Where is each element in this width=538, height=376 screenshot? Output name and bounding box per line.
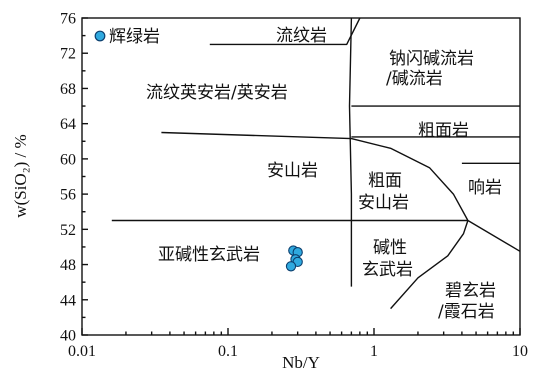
y-tick-label-56: 56 (60, 187, 76, 204)
field-label-rhyodacite-dacite: 流纹英安岩/英安岩 (146, 83, 288, 103)
x-tick-labels: 0.01 0.1 1 10 (68, 343, 528, 360)
field-label-trachyandesite-2: 安山岩 (358, 193, 409, 213)
y-tick-label-40: 40 (60, 328, 76, 345)
x-axis-title: Nb/Y (282, 353, 320, 372)
axis-ticks (81, 17, 521, 336)
field-label-comendite-1: 钠闪碱流岩 (389, 49, 474, 69)
field-label-basanite-1: 碧玄岩 (445, 281, 496, 301)
y-tick-label-64: 64 (60, 116, 76, 133)
x-tick-label-10: 10 (512, 343, 528, 360)
field-label-trachyte: 粗面岩 (418, 121, 469, 141)
field-label-trachyandesite-1: 粗面 (368, 171, 402, 191)
field-label-rhyolite: 流纹岩 (276, 26, 327, 46)
x-tick-label-0.1: 0.1 (218, 343, 238, 360)
legend-label: 辉绿岩 (109, 27, 160, 47)
y-tick-label-72: 72 (60, 46, 76, 63)
field-label-alkali-basalt-2: 玄武岩 (362, 260, 413, 280)
y-tick-label-44: 44 (60, 292, 76, 309)
boundary-line-7 (390, 220, 469, 310)
x-tick-label-1: 1 (370, 343, 378, 360)
y-tick-label-48: 48 (60, 257, 76, 274)
data-point-4 (285, 261, 297, 272)
y-tick-labels: 40 44 48 52 56 60 64 68 72 76 (60, 11, 76, 345)
field-label-comendite-2: /碱流岩 (386, 69, 443, 89)
boundary-line-1 (348, 17, 353, 287)
field-label-subalkaline-basalt: 亚碱性玄武岩 (158, 245, 260, 265)
y-tick-label-68: 68 (60, 81, 76, 98)
field-label-andesite: 安山岩 (267, 161, 318, 181)
x-tick-label-0.01: 0.01 (68, 343, 96, 360)
legend: 辉绿岩 (94, 27, 160, 47)
y-tick-label-76: 76 (60, 11, 76, 28)
field-labels: 流纹岩 钠闪碱流岩 /碱流岩 流纹英安岩/英安岩 粗面岩 安山岩 粗面 安山岩 … (146, 26, 502, 322)
y-tick-label-52: 52 (60, 222, 76, 239)
data-points (285, 245, 303, 272)
legend-marker (94, 30, 106, 42)
y-tick-label-60: 60 (60, 151, 76, 168)
field-label-basanite-2: /霞石岩 (438, 302, 495, 322)
field-boundaries (111, 17, 521, 310)
boundary-line-5 (161, 131, 521, 252)
boundary-line-0 (209, 17, 361, 46)
field-label-alkali-basalt-1: 碱性 (373, 238, 407, 258)
field-label-phonolite: 响岩 (468, 178, 502, 198)
y-axis-title: w(SiO₂) / % (11, 134, 30, 217)
